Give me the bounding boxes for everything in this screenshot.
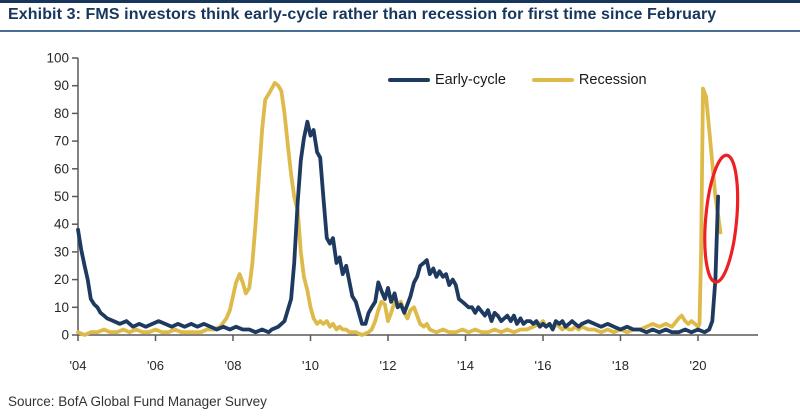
recession-line xyxy=(76,81,723,337)
legend-label-recession: Recession xyxy=(578,72,647,88)
exhibit-title: Exhibit 3: FMS investors think early-cyc… xyxy=(8,6,717,23)
early-cycle-line xyxy=(76,119,720,335)
y-tick-label: 10 xyxy=(54,300,69,315)
y-tick-label: 90 xyxy=(54,78,69,93)
x-tick-label: '16 xyxy=(535,358,552,373)
highlight-ellipse xyxy=(703,153,740,284)
source-note: Source: BofA Global Fund Manager Survey xyxy=(8,394,267,409)
legend-item-early-cycle: Early-cycle xyxy=(388,72,506,88)
x-tick-label: '14 xyxy=(457,358,474,373)
chart-legend: Early-cycle Recession xyxy=(388,72,647,88)
x-tick-label: '08 xyxy=(225,358,242,373)
legend-label-early-cycle: Early-cycle xyxy=(435,72,506,88)
y-tick-label: 50 xyxy=(54,189,69,204)
x-tick-label: '10 xyxy=(302,358,319,373)
x-tick-label: '04 xyxy=(70,358,87,373)
early-cycle-line-swatch xyxy=(388,77,430,83)
x-tick-label: '06 xyxy=(147,358,164,373)
y-tick-label: 30 xyxy=(54,244,69,259)
title-underline xyxy=(0,30,800,32)
x-tick-label: '18 xyxy=(612,358,629,373)
y-tick-label: 40 xyxy=(54,217,69,232)
top-rule xyxy=(0,0,800,3)
x-tick-label: '20 xyxy=(690,358,707,373)
y-tick-label: 70 xyxy=(54,134,69,149)
y-tick-label: 80 xyxy=(54,106,69,121)
y-tick-label: 60 xyxy=(54,161,69,176)
x-tick-label: '12 xyxy=(380,358,397,373)
y-tick-label: 0 xyxy=(61,328,69,343)
legend-item-recession: Recession xyxy=(531,72,647,88)
y-tick-label: 20 xyxy=(54,272,69,287)
recession-line-swatch xyxy=(531,77,574,83)
y-tick-label: 100 xyxy=(46,51,69,66)
